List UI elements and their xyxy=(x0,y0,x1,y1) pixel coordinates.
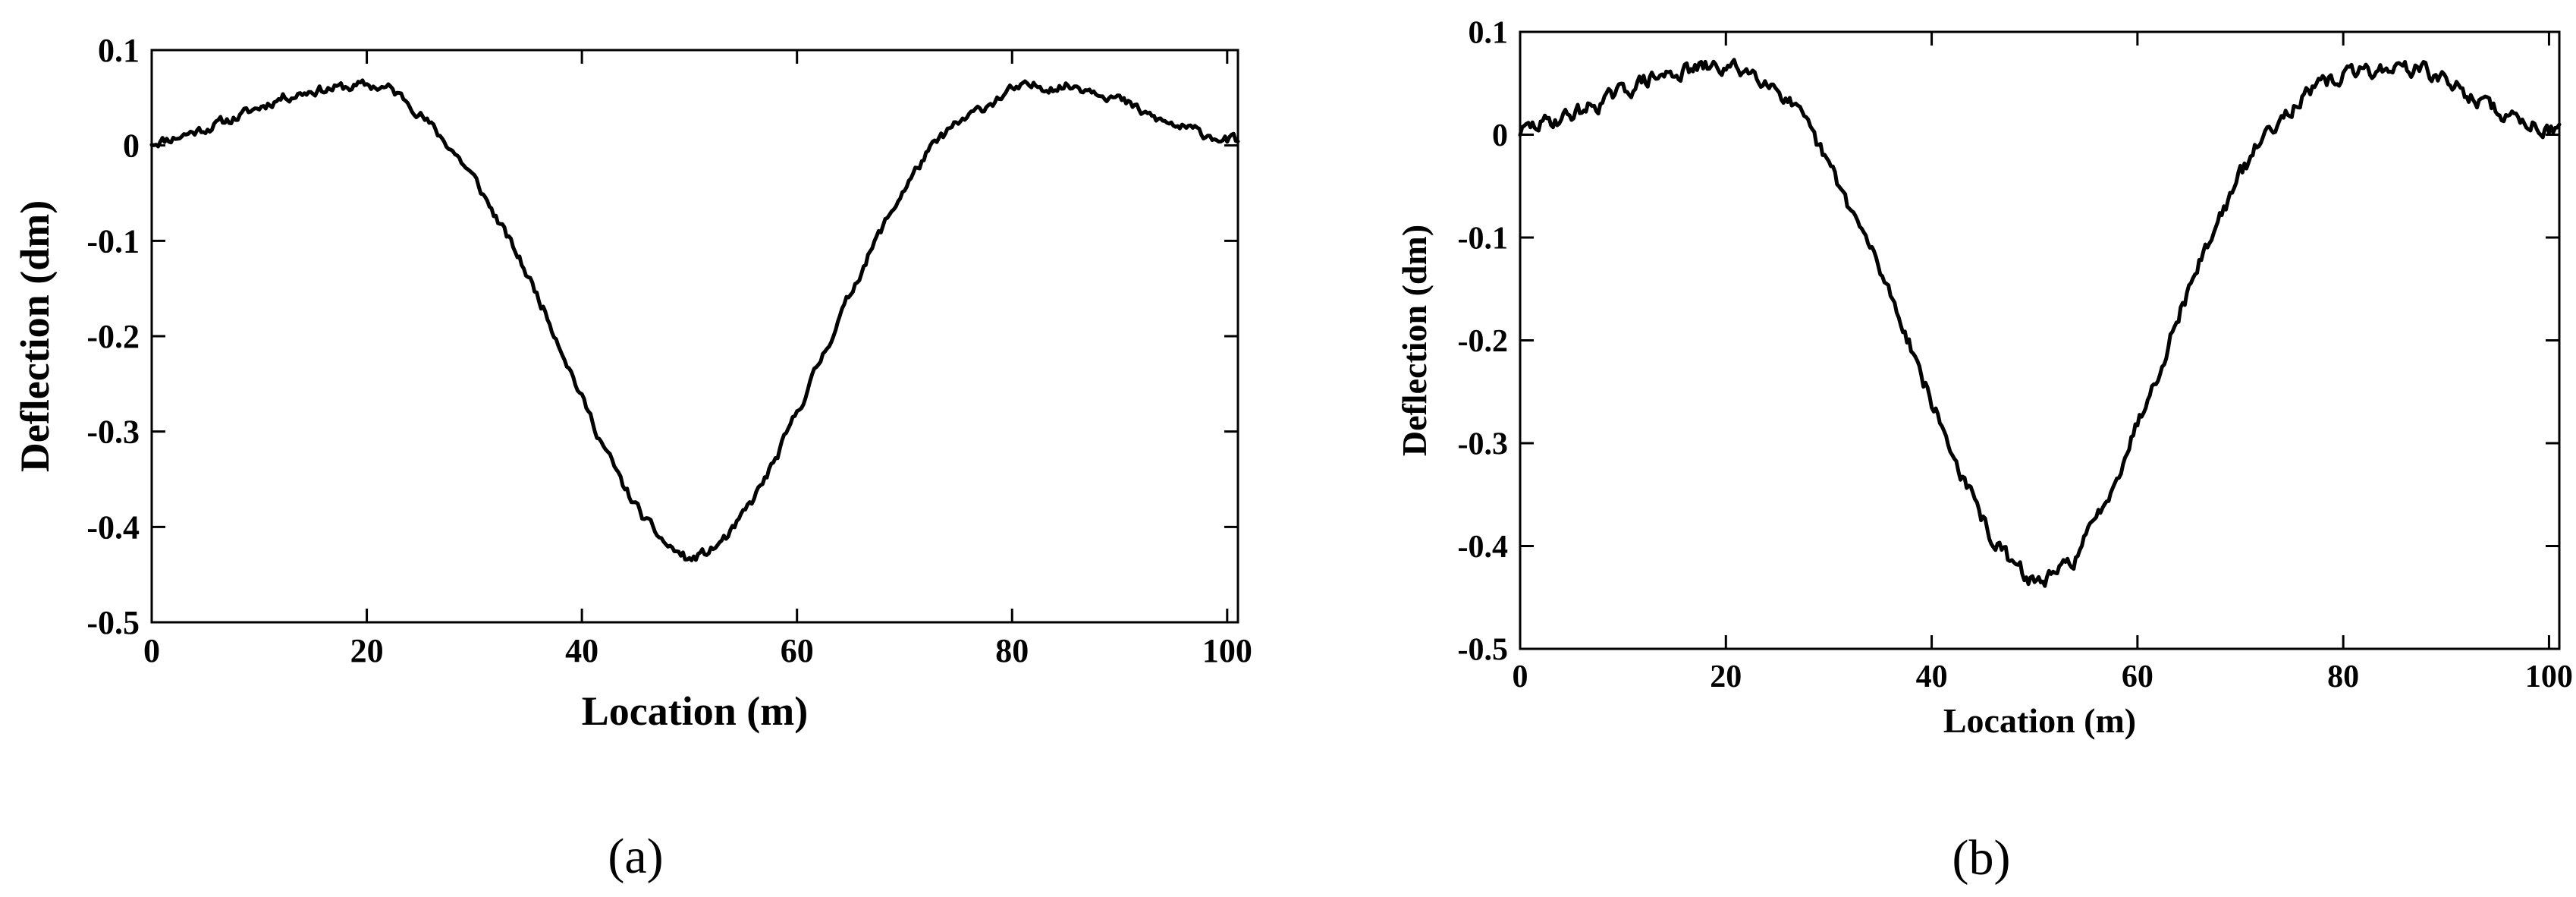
y-axis-label: Deflection (dm) xyxy=(1395,225,1434,456)
deflection-line xyxy=(149,78,1240,562)
x-tick-label: 80 xyxy=(2327,659,2359,694)
x-tick-label: 100 xyxy=(2525,659,2573,694)
y-tick-label: 0.1 xyxy=(98,32,140,69)
y-tick-label: -0.2 xyxy=(86,318,140,355)
y-tick-label: -0.1 xyxy=(86,222,140,260)
x-tick-label: 80 xyxy=(995,632,1029,669)
y-tick-label: -0.2 xyxy=(1458,324,1509,359)
y-tick-label: 0 xyxy=(1492,118,1508,153)
chart-panel-a: 0 20 40 60 80 100 0.1 0 -0.1 -0.2 -0.3 -0.4 -0.5 Loca… xyxy=(12,32,1252,884)
x-tick-label: 20 xyxy=(1710,659,1742,694)
deflection-line xyxy=(1518,58,2562,588)
y-tick-label: -0.4 xyxy=(86,508,140,546)
x-tick-label: 0 xyxy=(1513,659,1528,694)
y-tick-label: -0.1 xyxy=(1458,221,1509,256)
x-tick-label: 20 xyxy=(350,632,384,669)
x-tick-label: 60 xyxy=(781,632,814,669)
y-axis-label: Deflection (dm) xyxy=(12,200,58,472)
y-tick-label: -0.3 xyxy=(86,414,140,451)
chart-panel-b: 0 20 40 60 80 100 0.1 0 -0.1 -0.2 -0.3 -0.4 -0.5 Loca… xyxy=(1395,15,2573,886)
x-tick-label: 60 xyxy=(2122,659,2153,694)
x-axis-label: Location (m) xyxy=(582,688,808,734)
y-tick-label: -0.3 xyxy=(1458,426,1509,461)
x-axis-label: Location (m) xyxy=(1943,701,2136,740)
panel-caption: (b) xyxy=(1952,830,2011,886)
panel-caption: (a) xyxy=(608,829,663,884)
y-tick-label: -0.5 xyxy=(86,604,140,641)
y-tick-label: -0.4 xyxy=(1458,530,1509,565)
y-tick-label: 0 xyxy=(123,127,140,165)
x-tick-label: 0 xyxy=(143,632,160,669)
x-tick-label: 40 xyxy=(565,632,598,669)
y-tick-label: -0.5 xyxy=(1458,632,1509,667)
x-tick-label: 100 xyxy=(1202,632,1252,669)
plot-frame xyxy=(1519,30,2561,650)
plot-frame xyxy=(150,49,1239,624)
x-tick-label: 40 xyxy=(1916,659,1948,694)
y-tick-label: 0.1 xyxy=(1469,15,1509,50)
